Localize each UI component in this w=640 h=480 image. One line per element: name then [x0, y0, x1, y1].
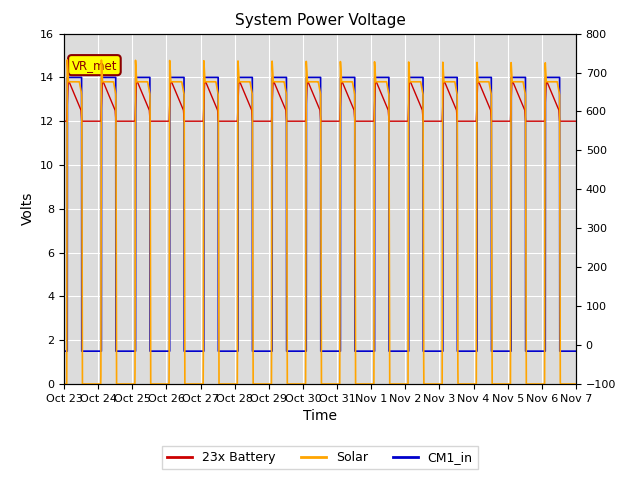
X-axis label: Time: Time — [303, 409, 337, 423]
Legend: 23x Battery, Solar, CM1_in: 23x Battery, Solar, CM1_in — [163, 446, 477, 469]
Text: VR_met: VR_met — [72, 59, 117, 72]
Y-axis label: Volts: Volts — [20, 192, 35, 226]
Title: System Power Voltage: System Power Voltage — [235, 13, 405, 28]
